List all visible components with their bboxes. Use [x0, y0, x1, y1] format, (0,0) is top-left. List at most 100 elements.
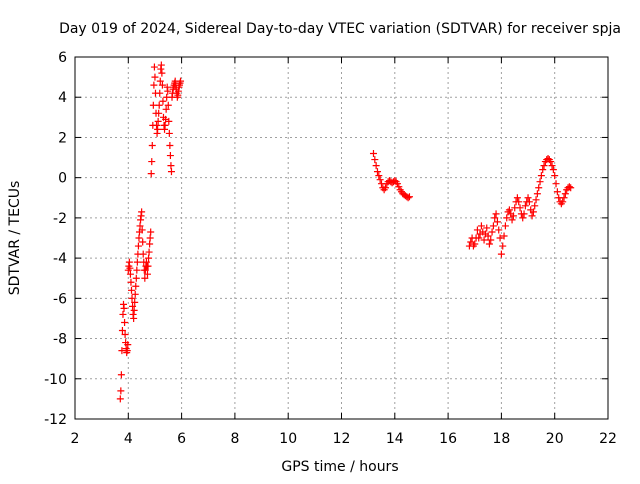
data-point: [150, 81, 158, 89]
data-point: [540, 162, 548, 170]
data-point: [561, 190, 569, 198]
data-point: [395, 183, 403, 191]
x-tick-label: 12: [333, 431, 351, 447]
x-axis-label: GPS time / hours: [281, 459, 398, 475]
data-point: [139, 250, 147, 258]
data-point: [516, 204, 524, 212]
data-point: [127, 278, 135, 286]
data-point: [500, 232, 508, 240]
data-point: [519, 214, 527, 222]
data-point: [552, 180, 560, 188]
grid-lines: [75, 57, 608, 419]
y-tick-label: 6: [58, 50, 67, 66]
x-tick-label: 10: [279, 431, 297, 447]
data-point: [549, 166, 557, 174]
data-point: [528, 212, 536, 220]
data-point: [126, 264, 134, 272]
data-point: [153, 121, 161, 129]
plot-area-frame: [74, 56, 609, 420]
data-point: [131, 290, 139, 298]
data-point: [151, 73, 159, 81]
x-tick-label: 16: [439, 431, 457, 447]
data-point: [488, 228, 496, 236]
data-point: [164, 101, 172, 109]
data-point: [491, 214, 499, 222]
y-tick-label: -4: [53, 251, 67, 267]
y-tick-label: 2: [58, 130, 67, 146]
y-tick-label: -12: [44, 412, 67, 428]
data-point: [145, 248, 153, 256]
data-point: [532, 196, 540, 204]
data-point: [126, 270, 134, 278]
data-point: [480, 236, 488, 244]
y-tick-label: -2: [53, 211, 67, 227]
data-point: [497, 250, 505, 258]
data-point: [130, 306, 138, 314]
data-point: [553, 188, 561, 196]
data-point: [165, 129, 173, 137]
data-point: [121, 318, 129, 326]
data-point: [565, 183, 573, 191]
data-point: [161, 121, 169, 129]
data-point: [132, 274, 140, 282]
data-point: [134, 242, 142, 250]
x-tick-label: 8: [230, 431, 239, 447]
data-point: [167, 162, 175, 170]
data-point: [524, 194, 532, 202]
chart-title: Day 019 of 2024, Sidereal Day-to-day VTE…: [59, 21, 621, 37]
y-tick-label: -8: [53, 332, 67, 348]
data-point: [551, 172, 559, 180]
data-point: [521, 202, 529, 210]
data-point: [496, 234, 504, 242]
data-point: [404, 194, 412, 202]
data-point: [156, 89, 164, 97]
data-point: [128, 294, 136, 302]
data-point: [132, 282, 140, 290]
data-point: [139, 238, 147, 246]
data-point: [123, 347, 131, 355]
data-point: [381, 184, 389, 192]
data-point: [138, 208, 146, 216]
data-point: [369, 150, 377, 158]
data-point: [162, 105, 170, 113]
x-tick-label: 4: [124, 431, 133, 447]
data-point: [493, 218, 501, 226]
data-point: [158, 81, 166, 89]
data-point: [533, 190, 541, 198]
data-point: [138, 226, 146, 234]
x-tick-label: 6: [177, 431, 186, 447]
data-point: [505, 206, 513, 214]
data-point: [166, 152, 174, 160]
data-point: [143, 270, 151, 278]
data-point: [154, 117, 162, 125]
data-point: [560, 194, 568, 202]
data-point: [147, 228, 155, 236]
data-point: [375, 172, 383, 180]
data-point: [489, 222, 497, 230]
data-point: [405, 193, 413, 201]
data-point: [567, 184, 575, 192]
data-point: [525, 198, 533, 206]
x-tick-label: 14: [386, 431, 404, 447]
data-point: [158, 69, 166, 77]
data-point: [127, 286, 135, 294]
data-point: [133, 258, 141, 266]
data-point: [371, 156, 379, 164]
data-point: [141, 274, 149, 282]
data-point: [372, 162, 380, 170]
data-point: [155, 109, 163, 117]
data-point: [146, 240, 154, 248]
data-point: [149, 101, 157, 109]
data-point: [485, 240, 493, 248]
data-point: [499, 242, 507, 250]
data-point: [483, 224, 491, 232]
data-point: [531, 202, 539, 210]
data-point: [133, 266, 141, 274]
data-point: [495, 226, 503, 234]
data-point: [473, 226, 481, 234]
data-point: [135, 234, 143, 242]
data-point: [117, 387, 125, 395]
